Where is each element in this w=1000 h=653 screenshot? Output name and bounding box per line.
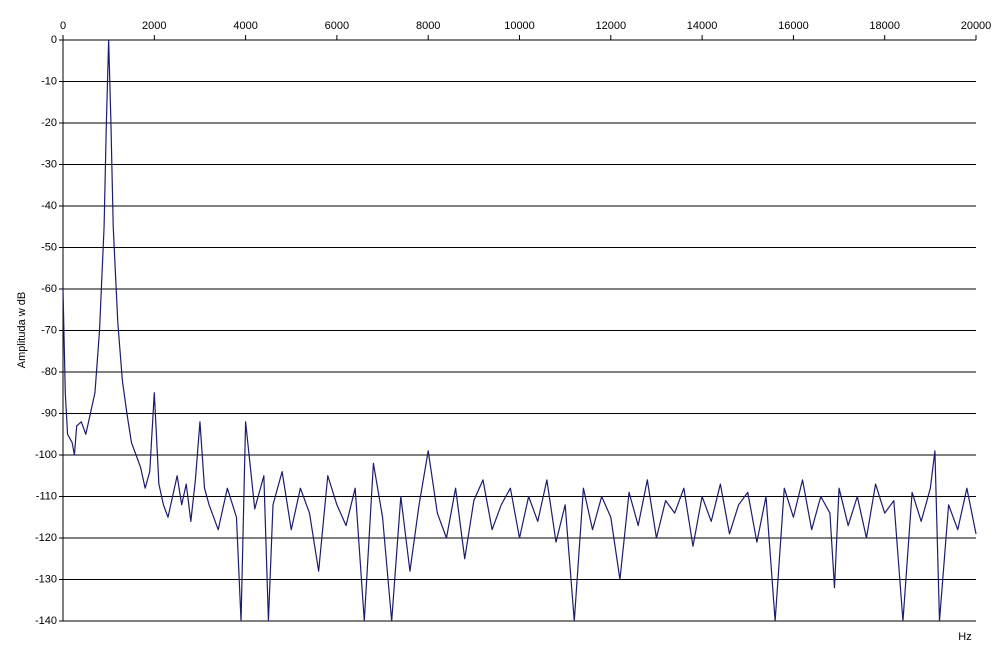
y-tick-label: -70: [41, 324, 57, 336]
y-tick-label: 0: [51, 34, 57, 46]
x-tick-label: 16000: [778, 20, 809, 32]
y-tick-label: -140: [35, 615, 57, 627]
x-tick-label: 14000: [687, 20, 718, 32]
y-tick-label: -20: [41, 117, 57, 129]
y-tick-label: -110: [36, 490, 57, 502]
y-tick-label: -40: [41, 200, 57, 212]
x-tick-label: 18000: [869, 20, 900, 32]
spectrum-line: [62, 39, 977, 622]
x-tick-label: 10000: [504, 20, 535, 32]
y-tick-label: -130: [35, 573, 57, 585]
y-tick-label: -30: [41, 158, 57, 170]
x-tick-label: 0: [60, 20, 66, 32]
y-tick-label: -60: [41, 283, 57, 295]
x-tick-label: 4000: [233, 20, 257, 32]
y-tick-label: -100: [35, 449, 57, 461]
x-tick-label: 20000: [961, 20, 992, 32]
x-tick-label: 8000: [416, 20, 440, 32]
y-tick-label: -90: [41, 407, 57, 419]
y-tick-label: -50: [41, 241, 57, 253]
y-axis-label: Amplituda w dB: [16, 292, 28, 368]
x-tick-label: 6000: [325, 20, 349, 32]
y-tick-label: -10: [41, 75, 57, 87]
y-tick-label: -120: [35, 532, 57, 544]
x-axis-label: Hz: [958, 631, 971, 643]
x-tick-label: 2000: [142, 20, 166, 32]
y-tick-label: -80: [41, 366, 57, 378]
x-tick-label: 12000: [596, 20, 627, 32]
